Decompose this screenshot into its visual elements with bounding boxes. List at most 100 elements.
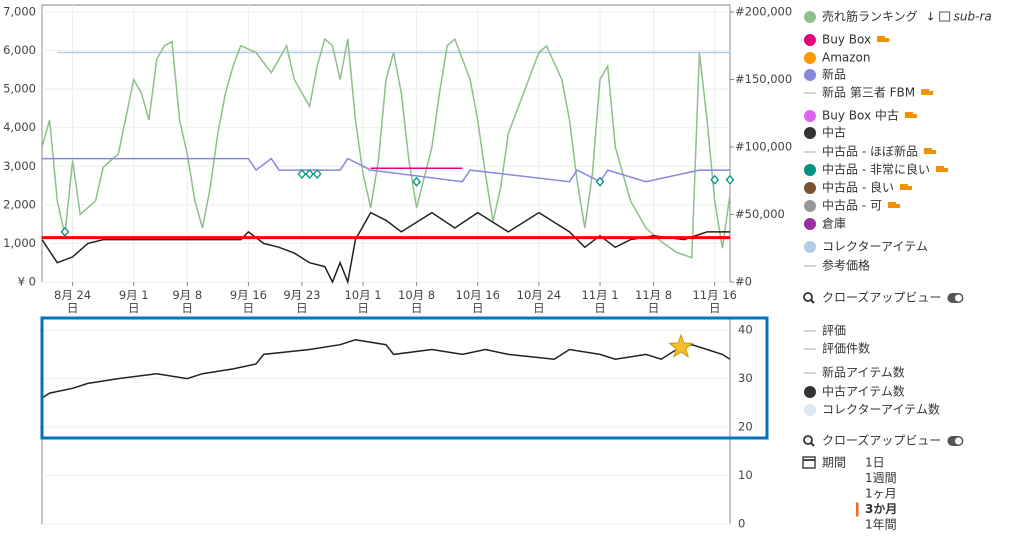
- y-tick-label: ¥ 0: [18, 275, 36, 289]
- legend-dot[interactable]: [804, 52, 816, 64]
- price-chart-frame: [41, 4, 731, 283]
- y-tick-label: 0: [738, 517, 745, 531]
- truck-icon: [912, 114, 917, 118]
- y2-tick-label: #200,000: [735, 5, 792, 19]
- toggle-knob: [954, 294, 962, 302]
- legend-label[interactable]: 評価: [822, 323, 846, 338]
- y2-tick-label: #100,000: [735, 140, 792, 154]
- truck-icon: [895, 204, 900, 208]
- legend-label[interactable]: 中古品 - 非常に良い: [822, 162, 930, 177]
- series-line: [41, 339, 731, 399]
- y-tick-label: 1,000: [3, 236, 36, 250]
- x-tick-label: 10月 16 日: [456, 288, 500, 315]
- truck-icon: [923, 148, 932, 154]
- legend-dot[interactable]: [804, 182, 816, 194]
- truck-icon: [904, 112, 913, 118]
- y-tick-label: 4,000: [3, 120, 36, 134]
- truck-icon: [929, 91, 934, 95]
- legend-dot[interactable]: [804, 69, 816, 81]
- marker: [725, 174, 735, 185]
- legend-label[interactable]: 新品 第三者 FBM: [822, 85, 915, 100]
- legend-label[interactable]: 中古品 - ほぼ新品: [822, 144, 918, 159]
- truck-icon: [887, 202, 896, 208]
- marker: [297, 169, 307, 179]
- marker: [412, 176, 421, 187]
- selected-bar: [856, 502, 859, 517]
- tree-icon: [939, 11, 951, 22]
- legend-label[interactable]: Buy Box 中古: [822, 108, 899, 123]
- search-icon: [803, 292, 813, 302]
- y-tick-label: 40: [738, 323, 753, 337]
- x-tick-label: 8月 24 日: [54, 288, 91, 315]
- truck-icon: [935, 166, 944, 172]
- rating-chart-frame: [41, 317, 731, 525]
- legend-dot[interactable]: [804, 34, 816, 46]
- toggle-knob: [954, 437, 962, 445]
- y-tick-label: 2,000: [3, 197, 36, 211]
- truck-icon: [877, 36, 886, 42]
- period-option[interactable]: 1日: [865, 456, 885, 470]
- legend-label[interactable]: コレクターアイテム: [822, 240, 928, 254]
- y-tick-label: 3,000: [3, 159, 36, 173]
- closeup-label: クローズアップビュー: [822, 433, 941, 448]
- truck-icon: [885, 38, 890, 42]
- legend-label[interactable]: 中古: [822, 125, 846, 140]
- marker: [312, 169, 322, 179]
- legend-dot[interactable]: [804, 11, 816, 23]
- legend-label[interactable]: Amazon: [822, 51, 871, 65]
- y2-tick-label: #0: [735, 275, 752, 289]
- highlight-box: [40, 316, 769, 440]
- legend-dot[interactable]: [804, 127, 816, 139]
- legend-dot[interactable]: [804, 386, 816, 398]
- marker: [595, 176, 605, 187]
- legend-label[interactable]: 売れ筋ランキング: [822, 9, 918, 24]
- legend-dot[interactable]: [804, 110, 816, 122]
- series-line: [41, 37, 731, 259]
- closeup-label: クローズアップビュー: [822, 290, 941, 305]
- series-line: [41, 211, 730, 285]
- legend-label[interactable]: 中古品 - 可: [822, 198, 882, 213]
- search-icon: [810, 442, 815, 447]
- x-tick-label: 11月 16 日: [692, 288, 736, 315]
- legend-dot[interactable]: [804, 241, 816, 253]
- legend-label[interactable]: 中古品 - 良い: [822, 180, 894, 195]
- x-tick-label: 9月 23 日: [283, 288, 320, 315]
- legend-dot[interactable]: [804, 404, 816, 416]
- y-tick-label: 6,000: [3, 43, 36, 57]
- search-icon: [810, 299, 815, 304]
- legend-label[interactable]: 評価件数: [822, 341, 870, 356]
- y-tick-label: 7,000: [3, 5, 36, 19]
- legend-dot[interactable]: [804, 200, 816, 212]
- period-option[interactable]: 1週間: [865, 471, 897, 485]
- legend-dot[interactable]: [804, 218, 816, 230]
- period-option[interactable]: 1年間: [865, 518, 897, 532]
- period-option[interactable]: 1ヶ月: [865, 487, 897, 501]
- legend-label[interactable]: Buy Box: [822, 33, 871, 47]
- legend-dot[interactable]: [804, 164, 816, 176]
- period-option[interactable]: 3か月: [865, 502, 897, 516]
- star-icon: [668, 333, 694, 358]
- y2-tick-label: #150,000: [735, 72, 792, 86]
- search-icon: [803, 435, 813, 445]
- legend-label[interactable]: 中古アイテム数: [822, 384, 905, 399]
- legend-label[interactable]: 倉庫: [822, 216, 846, 231]
- y-tick-label: 5,000: [3, 82, 36, 96]
- legend-label[interactable]: コレクターアイテム数: [822, 402, 940, 417]
- y-tick-label: 30: [738, 371, 753, 385]
- legend-label[interactable]: 参考価格: [822, 258, 870, 273]
- y-tick-label: 20: [738, 420, 753, 434]
- truck-icon: [943, 168, 948, 172]
- y-tick-label: 10: [738, 468, 753, 482]
- y2-tick-label: #50,000: [735, 207, 785, 221]
- sort-icon: ↓: [926, 10, 936, 24]
- legend-label[interactable]: 新品アイテム数: [822, 365, 905, 380]
- x-tick-label: 9月 16 日: [230, 288, 267, 315]
- period-label: 期間: [822, 456, 846, 470]
- legend-label[interactable]: 新品: [822, 67, 846, 82]
